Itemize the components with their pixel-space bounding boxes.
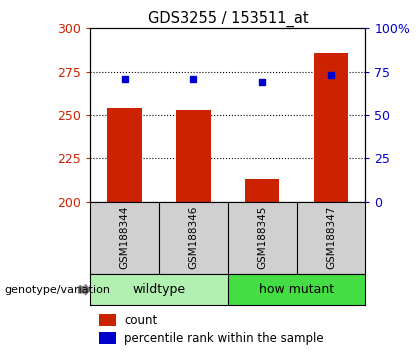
Text: genotype/variation: genotype/variation bbox=[4, 285, 110, 295]
Text: GSM188344: GSM188344 bbox=[120, 205, 130, 269]
Bar bbox=[314, 53, 348, 202]
Bar bbox=[228, 274, 365, 305]
Text: GSM188346: GSM188346 bbox=[189, 205, 199, 269]
Text: GSM188345: GSM188345 bbox=[257, 205, 267, 269]
Bar bbox=[90, 274, 228, 305]
Text: percentile rank within the sample: percentile rank within the sample bbox=[124, 332, 324, 344]
Bar bbox=[99, 332, 116, 344]
Bar bbox=[245, 179, 279, 202]
Text: wildtype: wildtype bbox=[133, 283, 186, 296]
Bar bbox=[108, 108, 142, 202]
Title: GDS3255 / 153511_at: GDS3255 / 153511_at bbox=[147, 11, 308, 27]
Bar bbox=[99, 314, 116, 326]
Text: how mutant: how mutant bbox=[259, 283, 334, 296]
Bar bbox=[176, 110, 211, 202]
Text: count: count bbox=[124, 314, 158, 327]
Text: GSM188347: GSM188347 bbox=[326, 205, 336, 269]
